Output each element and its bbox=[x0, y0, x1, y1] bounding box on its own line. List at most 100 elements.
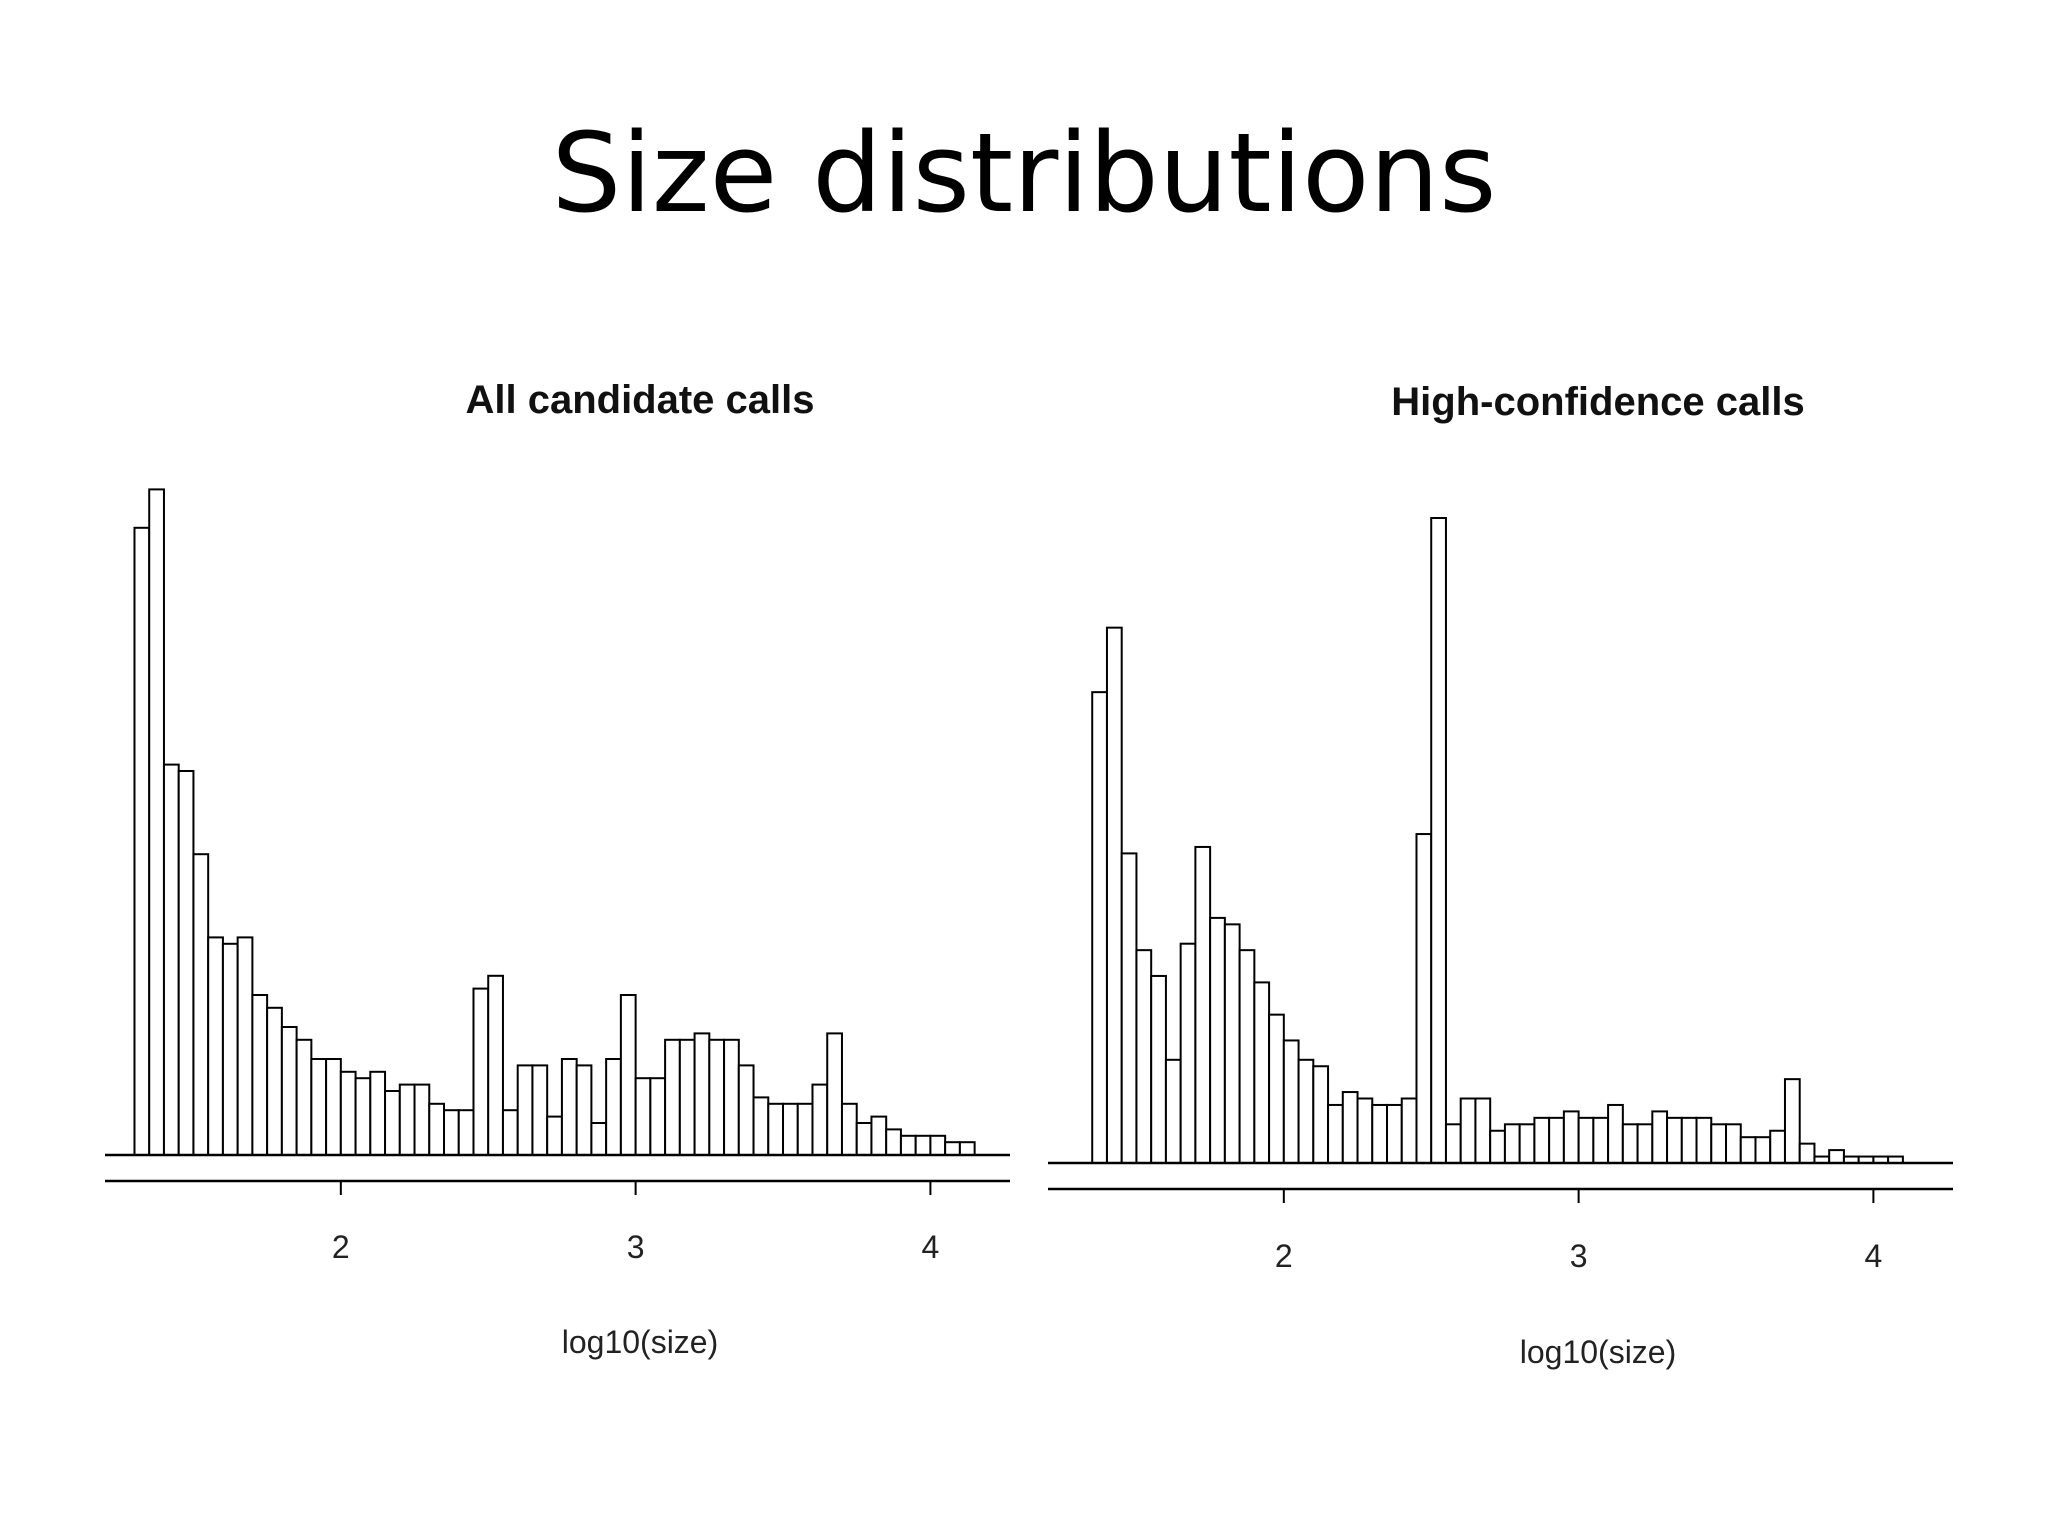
histogram-bar bbox=[1150, 974, 1167, 1165]
histogram-bar bbox=[1164, 1058, 1182, 1165]
histogram-bar bbox=[870, 1115, 888, 1156]
histogram-bar bbox=[472, 987, 490, 1156]
histogram-bar bbox=[413, 1083, 431, 1156]
histogram-bar bbox=[1327, 1103, 1344, 1164]
histogram-bar bbox=[1518, 1123, 1536, 1165]
histogram-bar bbox=[1651, 1110, 1669, 1165]
x-tick-label: 2 bbox=[1275, 1238, 1293, 1274]
histogram-bar bbox=[575, 1064, 593, 1157]
x-tick-label: 3 bbox=[627, 1229, 645, 1265]
histogram-bar bbox=[1592, 1116, 1610, 1164]
histogram-bar bbox=[1798, 1142, 1816, 1165]
histogram-bar bbox=[221, 942, 239, 1156]
histogram-bar bbox=[1783, 1078, 1801, 1165]
histogram-bar bbox=[487, 974, 504, 1156]
histogram-bar bbox=[1533, 1116, 1551, 1164]
histogram-bar bbox=[1120, 852, 1138, 1165]
histogram-bar bbox=[826, 1032, 843, 1157]
histogram-bar bbox=[1710, 1123, 1728, 1165]
histogram-bar bbox=[1386, 1103, 1403, 1164]
histogram-bar bbox=[1695, 1116, 1713, 1164]
histogram-bar bbox=[177, 770, 195, 1156]
histogram-bar bbox=[1371, 1103, 1389, 1164]
histogram-bar bbox=[899, 1134, 917, 1157]
histogram-bar bbox=[192, 853, 210, 1156]
histogram-bar bbox=[1091, 691, 1108, 1165]
histogram-bars bbox=[105, 488, 1010, 1157]
histogram-bar bbox=[605, 1058, 622, 1156]
histogram-bar bbox=[133, 526, 151, 1156]
histogram-bar bbox=[1548, 1116, 1565, 1164]
histogram-bar bbox=[1179, 942, 1197, 1165]
histogram-bar bbox=[1312, 1065, 1330, 1164]
histogram-bars bbox=[1048, 517, 1953, 1165]
histogram-bar bbox=[1400, 1097, 1418, 1164]
histogram-bar bbox=[649, 1077, 667, 1156]
histogram-bar bbox=[1135, 949, 1153, 1165]
histogram-bar bbox=[796, 1102, 814, 1157]
histogram-bar bbox=[207, 936, 224, 1157]
histogram-bar bbox=[1341, 1091, 1359, 1165]
histogram-bar bbox=[1209, 916, 1226, 1165]
histogram-bar bbox=[339, 1070, 357, 1157]
histogram-bar bbox=[958, 1141, 976, 1156]
slide-title: Size distributions bbox=[551, 109, 1497, 237]
x-axis-label: log10(size) bbox=[562, 1324, 719, 1360]
histogram-bar bbox=[354, 1077, 372, 1156]
histogram-bar bbox=[1636, 1123, 1654, 1165]
histogram-bar bbox=[767, 1102, 785, 1157]
panel-title: All candidate calls bbox=[465, 378, 814, 422]
histogram-bar bbox=[1739, 1136, 1757, 1164]
histogram-bar bbox=[325, 1058, 342, 1156]
histogram-bar bbox=[1489, 1129, 1506, 1164]
histogram-bar bbox=[1621, 1123, 1639, 1165]
histogram-bar bbox=[1769, 1129, 1786, 1164]
histogram-bar bbox=[560, 1058, 578, 1156]
histogram-bar bbox=[1754, 1136, 1772, 1164]
histogram-bar bbox=[619, 994, 637, 1156]
histogram-bar bbox=[295, 1038, 313, 1157]
x-tick-label: 4 bbox=[1865, 1238, 1883, 1274]
histogram-bar bbox=[516, 1064, 534, 1157]
histogram-bar bbox=[723, 1038, 740, 1157]
histogram-bar bbox=[148, 488, 165, 1156]
histogram-bar bbox=[398, 1083, 416, 1156]
histogram-bar bbox=[266, 1006, 283, 1156]
x-axis-label: log10(size) bbox=[1520, 1334, 1677, 1370]
histogram-bar bbox=[501, 1109, 519, 1156]
histogram-bar bbox=[428, 1102, 446, 1157]
histogram-bar bbox=[1356, 1097, 1374, 1164]
histogram-bar bbox=[369, 1070, 387, 1157]
histogram-bar bbox=[782, 1102, 799, 1157]
panel-title: High-confidence calls bbox=[1391, 380, 1804, 424]
histogram-bar bbox=[384, 1090, 401, 1156]
histogram-bar bbox=[885, 1128, 902, 1157]
histogram-bar bbox=[1680, 1116, 1698, 1164]
histogram-bar bbox=[457, 1109, 475, 1156]
histogram-bar bbox=[914, 1134, 932, 1157]
panel-all-candidate-calls: All candidate calls 2 3 4 log10(size) bbox=[105, 378, 1010, 1360]
histogram-bar bbox=[1223, 923, 1241, 1164]
panel-high-confidence-calls: High-confidence calls 2 3 4 log10(size) bbox=[1048, 380, 1953, 1370]
histogram-bar bbox=[752, 1096, 770, 1157]
histogram-bar bbox=[1725, 1123, 1742, 1165]
histogram-bar bbox=[840, 1102, 858, 1157]
histogram-bar bbox=[1282, 1039, 1300, 1164]
histogram-bar bbox=[1666, 1116, 1683, 1164]
histogram-bar bbox=[443, 1109, 460, 1156]
x-tick-label: 3 bbox=[1570, 1238, 1588, 1274]
histogram-bar bbox=[1577, 1116, 1595, 1164]
histogram-bar bbox=[1474, 1097, 1492, 1164]
histogram-bar bbox=[944, 1141, 961, 1156]
histogram-bar bbox=[1828, 1149, 1845, 1164]
histogram-bar bbox=[1459, 1097, 1477, 1164]
histogram-bar bbox=[1253, 981, 1271, 1165]
histogram-bar bbox=[664, 1038, 681, 1157]
histogram-bar bbox=[162, 763, 180, 1156]
histogram-bar bbox=[1607, 1103, 1624, 1164]
histogram-bar bbox=[855, 1122, 873, 1156]
histogram-bar bbox=[1238, 949, 1256, 1165]
x-tick-label: 4 bbox=[922, 1229, 940, 1265]
histogram-bar bbox=[1444, 1123, 1462, 1165]
x-axis: 2 3 4 bbox=[1048, 1187, 1953, 1274]
